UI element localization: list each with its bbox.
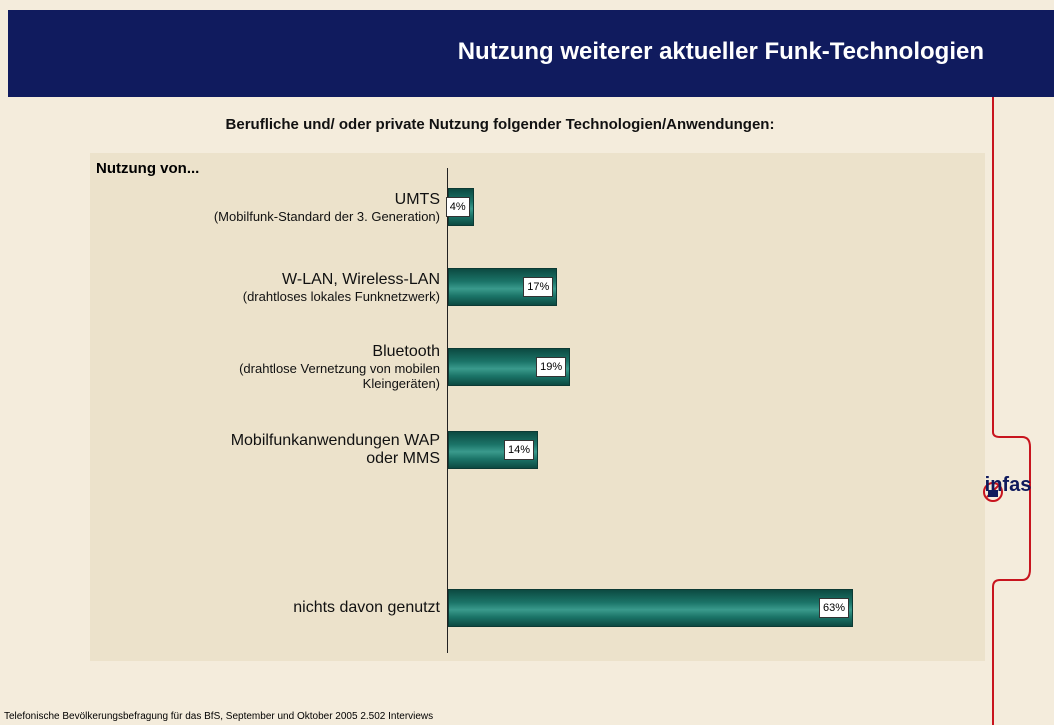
logo: infas — [984, 474, 1032, 496]
axis-line — [447, 168, 448, 653]
category-name: Bluetooth — [372, 343, 440, 360]
y-axis-label: Nutzung von... — [96, 160, 200, 177]
category-name: W-LAN, Wireless-LAN — [282, 270, 440, 288]
category-detail: (drahtloses lokales Funknetzwerk) — [242, 288, 440, 304]
value-label: 63% — [819, 598, 850, 618]
category-detail: (Mobilfunk-Standard der 3. Generation) — [213, 208, 440, 224]
category-label: Bluetooth (drahtlose Vernetzung von mobil… — [160, 343, 440, 391]
category-name: Mobilfunkanwendungen WAP oder MMS — [230, 432, 440, 467]
slide-title: Nutzung weiterer aktueller Funk-Technolo… — [457, 38, 984, 65]
category-name: UMTS — [394, 190, 440, 208]
bar — [448, 589, 853, 627]
value-label: 4% — [445, 197, 470, 217]
category-label: Mobilfunkanwendungen WAP oder MMS — [210, 432, 440, 468]
chart-title: Berufliche und/ oder private Nutzung fol… — [225, 116, 775, 133]
header-band — [8, 10, 1054, 97]
plot-area — [90, 153, 985, 661]
footnote: Telefonische Bevölkerungsbefragung für d… — [4, 711, 434, 722]
value-label: 17% — [523, 277, 554, 297]
category-detail: (drahtlose Vernetzung von mobilen Kleing… — [239, 361, 440, 391]
category-name: nichts davon genutzt — [293, 599, 440, 616]
category-label: W-LAN, Wireless-LAN (drahtloses lokales F… — [160, 271, 440, 304]
value-label: 19% — [536, 357, 567, 377]
decoration — [983, 97, 1031, 725]
value-label: 14% — [504, 440, 535, 460]
category-label: nichts davon genutzt — [160, 599, 440, 617]
category-label: UMTS (Mobilfunk-Standard der 3. Generatio… — [160, 191, 440, 224]
